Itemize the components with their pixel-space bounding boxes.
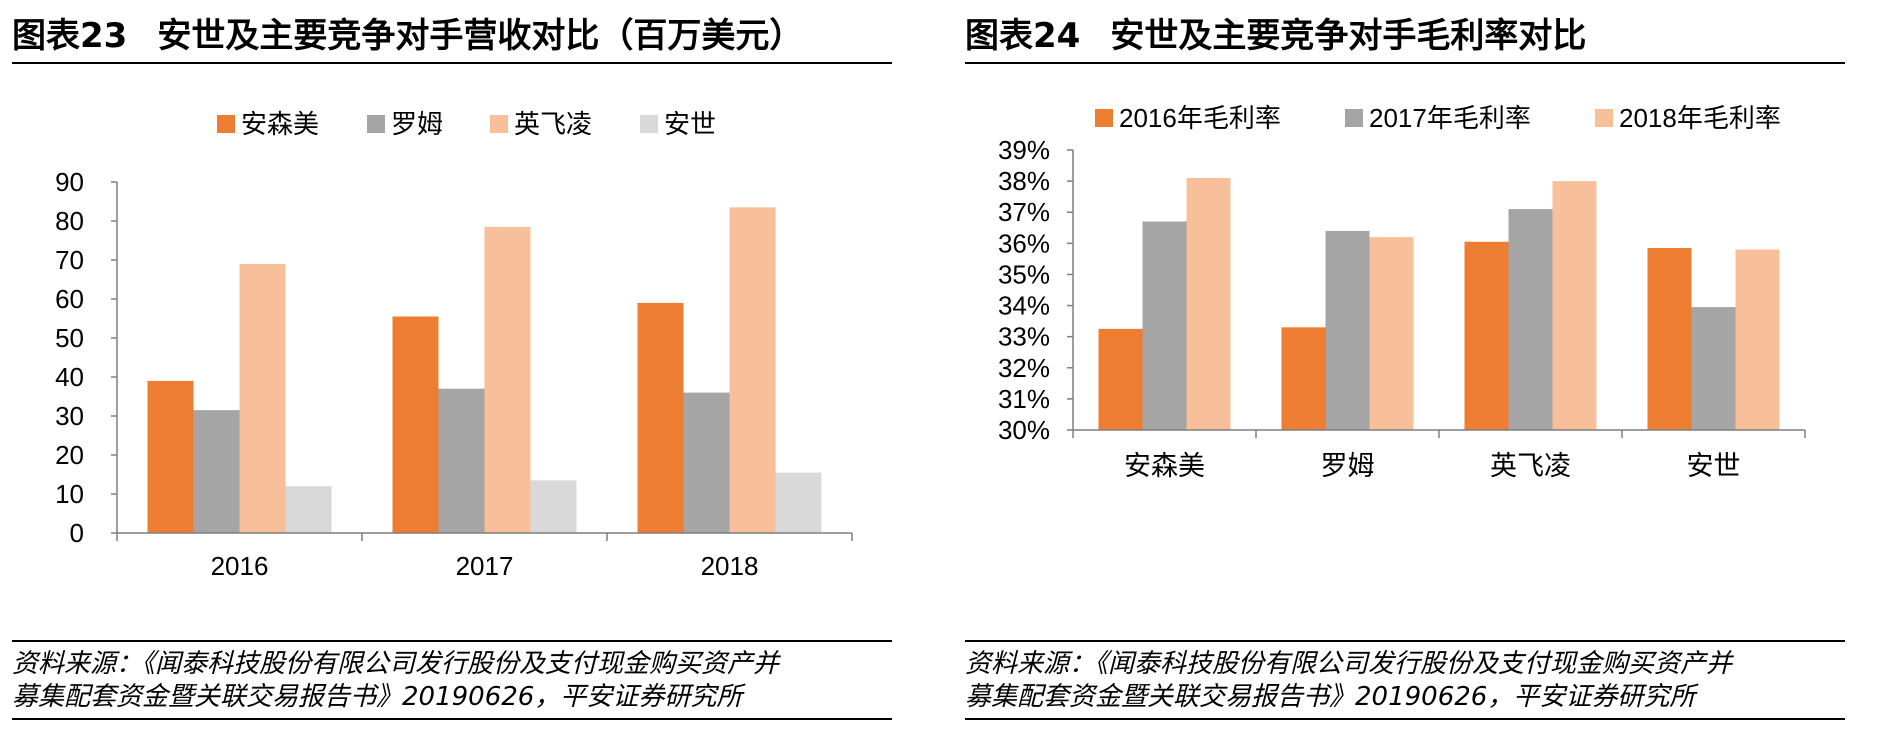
bar-1-2 <box>1281 327 1326 430</box>
y-tick-label: 34% <box>998 291 1050 321</box>
y-tick-label: 30 <box>55 401 84 431</box>
left-source-line2: 募集配套资金暨关联交易报告书》20190626，平安证券研究所 <box>12 682 743 712</box>
x-category-label: 安森美 <box>1124 451 1205 481</box>
bar-3-2 <box>1369 237 1414 430</box>
right-source-note: 资料来源：《闻泰科技股份有限公司发行股份及支付现金购买资产并 募集配套资金暨关联… <box>965 640 1845 720</box>
y-tick-label: 0 <box>70 518 84 548</box>
right-source-line1: 资料来源：《闻泰科技股份有限公司发行股份及支付现金购买资产并 <box>965 649 1733 679</box>
right-figure-label: 图表24 <box>965 16 1081 56</box>
bar-3-3 <box>729 207 776 533</box>
y-tick-label: 80 <box>55 206 84 236</box>
bar-1-1 <box>1098 328 1143 430</box>
x-category-label: 安世 <box>1687 451 1741 481</box>
right-title-text: 安世及主要竞争对手毛利率对比 <box>1110 16 1587 56</box>
x-category-label: 2016 <box>211 551 269 581</box>
bar-2-4 <box>1691 307 1736 430</box>
y-tick-label: 30% <box>998 415 1050 445</box>
left-figure-title: 图表23 安世及主要竞争对手营收对比（百万美元） <box>12 10 892 64</box>
legend-swatch-4 <box>640 115 658 133</box>
left-source-note: 资料来源：《闻泰科技股份有限公司发行股份及支付现金购买资产并 募集配套资金暨关联… <box>12 640 892 720</box>
right-panel: 图表24 安世及主要竞争对手毛利率对比 2016年毛利率 2017年毛利率 2018年… <box>965 0 1845 729</box>
bar-1-3 <box>637 302 684 533</box>
y-tick-label: 10 <box>55 479 84 509</box>
bar-2-2 <box>1325 230 1370 430</box>
bar-1-4 <box>1647 248 1692 430</box>
x-category-label: 英飞凌 <box>1490 451 1571 481</box>
legend-label-1: 安森美 <box>241 109 319 139</box>
bar-3-3 <box>1552 181 1597 430</box>
bar-2-3 <box>1508 209 1553 430</box>
y-tick-label: 39% <box>998 135 1050 165</box>
bar-3-4 <box>1735 249 1780 430</box>
bar-2-2 <box>438 388 485 533</box>
y-tick-label: 36% <box>998 228 1050 258</box>
left-title-text: 安世及主要竞争对手营收对比（百万美元） <box>157 16 804 56</box>
bar-3-2 <box>484 226 531 533</box>
y-tick-label: 60 <box>55 284 84 314</box>
y-tick-label: 32% <box>998 353 1050 383</box>
right-source-line2: 募集配套资金暨关联交易报告书》20190626，平安证券研究所 <box>965 682 1696 712</box>
y-tick-label: 40 <box>55 362 84 392</box>
y-tick-label: 90 <box>55 167 84 197</box>
bar-3-1 <box>1186 178 1231 430</box>
bar-1-3 <box>1464 241 1509 430</box>
legend-label-2: 2017年毛利率 <box>1369 103 1531 133</box>
x-category-label: 2017 <box>456 551 514 581</box>
left-source-line1: 资料来源：《闻泰科技股份有限公司发行股份及支付现金购买资产并 <box>12 649 780 679</box>
legend-swatch-2 <box>367 115 385 133</box>
x-category-label: 罗姆 <box>1321 451 1375 481</box>
bar-4-1 <box>285 486 332 533</box>
y-tick-label: 31% <box>998 384 1050 414</box>
gross-margin-chart: 2016年毛利率 2017年毛利率 2018年毛利率30%31%32%33%34%3… <box>998 103 1806 481</box>
bar-1-2 <box>392 316 439 533</box>
bar-3-1 <box>239 263 286 533</box>
y-tick-label: 50 <box>55 323 84 353</box>
right-figure-title: 图表24 安世及主要竞争对手毛利率对比 <box>965 10 1845 64</box>
legend-label-2: 罗姆 <box>391 109 443 139</box>
left-figure-label: 图表23 <box>12 16 128 56</box>
bar-4-2 <box>530 480 577 533</box>
y-tick-label: 70 <box>55 245 84 275</box>
bar-2-3 <box>683 392 730 533</box>
legend-swatch-1 <box>1095 109 1113 127</box>
legend-label-3: 2018年毛利率 <box>1619 103 1781 133</box>
revenue-chart: 安森美 罗姆 英飞凌 安世 0 10 20 30 40 50 60 70 80 90 2016 2017 201… <box>55 109 853 581</box>
legend-label-4: 安世 <box>664 109 716 139</box>
legend-swatch-3 <box>490 115 508 133</box>
bar-2-1 <box>1142 221 1187 430</box>
x-category-label: 2018 <box>701 551 759 581</box>
y-tick-label: 33% <box>998 322 1050 352</box>
y-tick-label: 38% <box>998 166 1050 196</box>
legend-swatch-2 <box>1345 109 1363 127</box>
bar-1-1 <box>147 380 194 533</box>
y-tick-label: 37% <box>998 197 1050 227</box>
legend-label-3: 英飞凌 <box>514 109 592 139</box>
y-tick-label: 20 <box>55 440 84 470</box>
left-panel: 图表23 安世及主要竞争对手营收对比（百万美元） 安森美 罗姆 英飞凌 安世 0 10 20 3… <box>12 0 892 729</box>
legend-swatch-3 <box>1595 109 1613 127</box>
bar-4-3 <box>775 472 822 533</box>
legend-swatch-1 <box>217 115 235 133</box>
bar-2-1 <box>193 410 240 533</box>
legend-label-1: 2016年毛利率 <box>1119 103 1281 133</box>
y-tick-label: 35% <box>998 259 1050 289</box>
